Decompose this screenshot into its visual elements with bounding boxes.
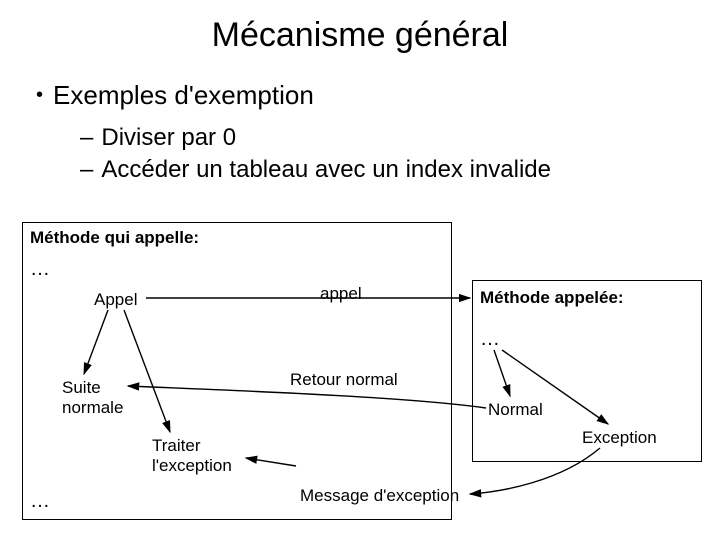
appel-label: Appel bbox=[94, 290, 137, 310]
ellipsis-bot: … bbox=[30, 490, 50, 513]
ellipsis-top: … bbox=[30, 258, 50, 281]
bullet-sub-2-text: Accéder un tableau avec un index invalid… bbox=[101, 156, 551, 183]
page-title: Mécanisme général bbox=[0, 16, 720, 55]
retour-label: Retour normal bbox=[290, 370, 398, 390]
bullet-main: •Exemples d'exemption bbox=[36, 80, 314, 111]
appel-mid-label: appel bbox=[320, 284, 362, 304]
msg-label: Message d'exception bbox=[300, 486, 459, 506]
traiter-label: Traiter l'exception bbox=[152, 436, 232, 476]
bullet-sub-2: –Accéder un tableau avec un index invali… bbox=[80, 156, 551, 184]
normal-label: Normal bbox=[488, 400, 543, 420]
bullet-sub-1: –Diviser par 0 bbox=[80, 124, 236, 152]
exception-label: Exception bbox=[582, 428, 657, 448]
caller-header: Méthode qui appelle: bbox=[30, 228, 199, 248]
suite-label: Suite normale bbox=[62, 378, 123, 418]
callee-header: Méthode appelée: bbox=[480, 288, 624, 308]
callee-ellipsis: … bbox=[480, 328, 500, 351]
bullet-main-text: Exemples d'exemption bbox=[53, 80, 314, 110]
bullet-sub-1-text: Diviser par 0 bbox=[101, 124, 236, 151]
